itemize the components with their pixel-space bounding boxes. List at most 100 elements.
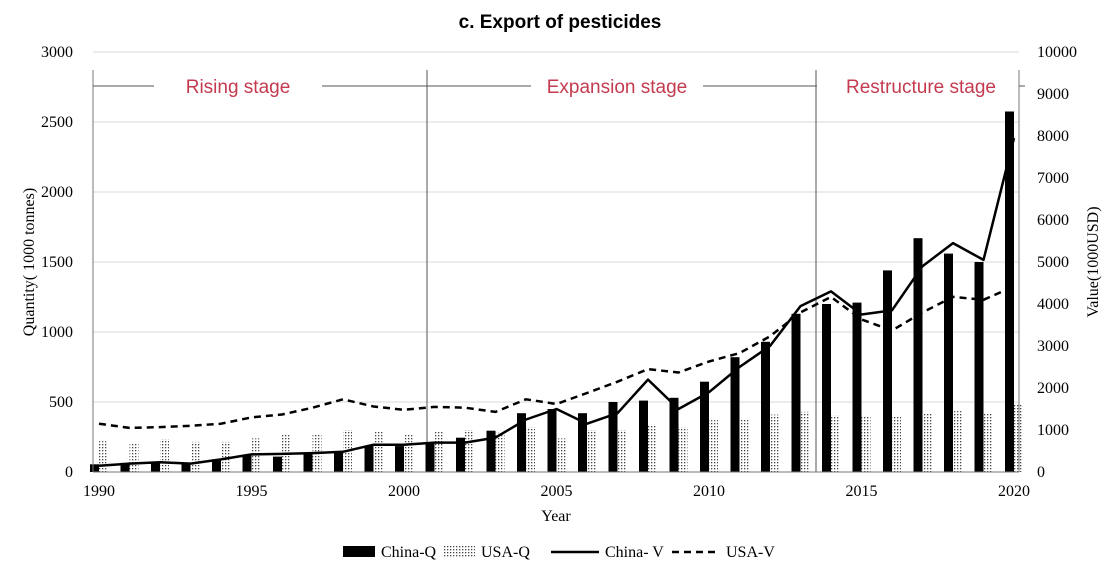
- bar-usa-q: [739, 418, 749, 472]
- bar-china-q: [303, 453, 313, 472]
- x-tick-labels: 1990 1995 2000 2005 2010 2015 2020: [83, 483, 1030, 500]
- bar-china-q: [761, 341, 770, 472]
- x-tick-label: 2020: [998, 483, 1030, 500]
- y2-tick-label: 3000: [1037, 338, 1069, 355]
- axes: [92, 70, 1020, 473]
- x-tick-label: 2005: [541, 483, 573, 500]
- bar-china-q: [364, 446, 374, 472]
- bar-china-q: [547, 409, 557, 472]
- y2-tick-label: 7000: [1037, 170, 1069, 187]
- bar-china-q: [120, 462, 130, 472]
- x-tick-label: 1990: [83, 483, 115, 500]
- y-tick-labels: 0 500 1000 1500 2000 2500 3000: [41, 44, 73, 481]
- gridlines: [93, 51, 1019, 403]
- chart-title: c. Export of pesticides: [459, 12, 662, 33]
- bar-usa-q: [434, 430, 444, 472]
- y2-tick-label: 6000: [1037, 212, 1069, 229]
- y2-tick-label: 1000: [1037, 422, 1069, 439]
- bar-usa-q: [160, 439, 169, 472]
- bar-usa-q: [495, 432, 505, 472]
- y2-tick-labels: 0 1000 2000 3000 4000 5000 6000 7000 8000 9000 100…: [1037, 44, 1077, 481]
- legend-label: USA-Q: [481, 544, 530, 561]
- bar-usa-q: [190, 441, 200, 472]
- bar-usa-q: [526, 427, 535, 472]
- stage-labels: Rising stage Expansion stage Restructure s…: [186, 77, 996, 98]
- bar-usa-q: [861, 416, 871, 472]
- bar-china-q: [242, 455, 252, 472]
- bar-china-q: [395, 446, 404, 472]
- y-tick-label: 0: [65, 464, 73, 481]
- y2-tick-label: 4000: [1037, 296, 1069, 313]
- bar-usa-q: [617, 430, 627, 472]
- bar-usa-q: [709, 420, 718, 472]
- bar-china-q: [791, 313, 801, 472]
- bar-usa-q: [373, 431, 383, 472]
- y-tick-label: 2000: [41, 184, 73, 201]
- line-usa-v: [98, 285, 1015, 430]
- bar-china-q: [669, 397, 679, 472]
- series-lines: [98, 137, 1016, 467]
- bar-china-q: [212, 459, 221, 472]
- bar-china-q: [456, 437, 465, 472]
- y-tick-label: 3000: [41, 44, 73, 61]
- x-tick-label: 2010: [693, 483, 725, 500]
- y2-tick-label: 0: [1037, 464, 1045, 481]
- legend-label: China- V: [605, 544, 664, 561]
- x-axis-label: Year: [541, 508, 571, 525]
- bar-usa-q: [221, 441, 230, 472]
- bar-china-q: [90, 464, 99, 472]
- x-tick-label: 2000: [388, 483, 420, 500]
- bar-china-q: [181, 462, 191, 472]
- bar-china-q: [883, 270, 892, 472]
- y-tick-label: 2500: [41, 114, 73, 131]
- stage-label: Rising stage: [186, 77, 291, 98]
- bar-china-q: [944, 253, 953, 472]
- y2-tick-label: 10000: [1037, 44, 1077, 61]
- legend-swatch-china-q: [343, 546, 375, 557]
- legend: China-Q USA-Q China- V USA-V: [343, 544, 775, 561]
- stage-label: Expansion stage: [547, 77, 688, 98]
- legend-swatch-usa-q: [443, 546, 475, 557]
- y-tick-label: 500: [49, 394, 73, 411]
- bar-china-q: [639, 400, 648, 472]
- bars: [90, 111, 1023, 472]
- legend-label: China-Q: [381, 544, 437, 561]
- bar-china-q: [700, 381, 709, 472]
- bar-china-q: [273, 456, 282, 472]
- bar-china-q: [1005, 111, 1014, 472]
- bar-usa-q: [465, 430, 474, 472]
- stage-label: Restructure stage: [846, 77, 996, 98]
- y2-axis-label: Value(1000USD): [1085, 206, 1102, 317]
- legend-label: USA-V: [726, 544, 775, 561]
- line-china-v: [98, 137, 1016, 467]
- bar-usa-q: [404, 433, 413, 472]
- bar-china-q: [486, 430, 496, 472]
- bar-usa-q: [800, 411, 810, 472]
- y-tick-label: 1000: [41, 324, 73, 341]
- bar-china-q: [517, 413, 526, 472]
- bar-usa-q: [678, 427, 688, 472]
- bar-china-q: [425, 442, 435, 472]
- bar-usa-q: [556, 438, 566, 472]
- bar-china-q: [852, 302, 862, 472]
- y-tick-label: 1500: [41, 254, 73, 271]
- bar-china-q: [730, 357, 740, 472]
- y-axis-label: Quantity( 1000 tonnes): [21, 188, 38, 336]
- bar-usa-q: [770, 414, 779, 472]
- bar-china-q: [151, 462, 160, 472]
- bar-usa-q: [587, 430, 596, 472]
- bar-china-q: [608, 402, 618, 472]
- bar-usa-q: [892, 416, 901, 472]
- x-tick-label: 1995: [236, 483, 268, 500]
- stage-dividers: [93, 70, 1025, 472]
- y2-tick-label: 2000: [1037, 380, 1069, 397]
- y2-tick-label: 8000: [1037, 128, 1069, 145]
- bar-usa-q: [953, 411, 962, 472]
- bar-usa-q: [129, 444, 139, 472]
- bar-china-q: [822, 304, 831, 472]
- y2-tick-label: 5000: [1037, 254, 1069, 271]
- bar-usa-q: [983, 413, 993, 472]
- bar-china-q: [334, 452, 343, 472]
- bar-china-q: [974, 262, 984, 472]
